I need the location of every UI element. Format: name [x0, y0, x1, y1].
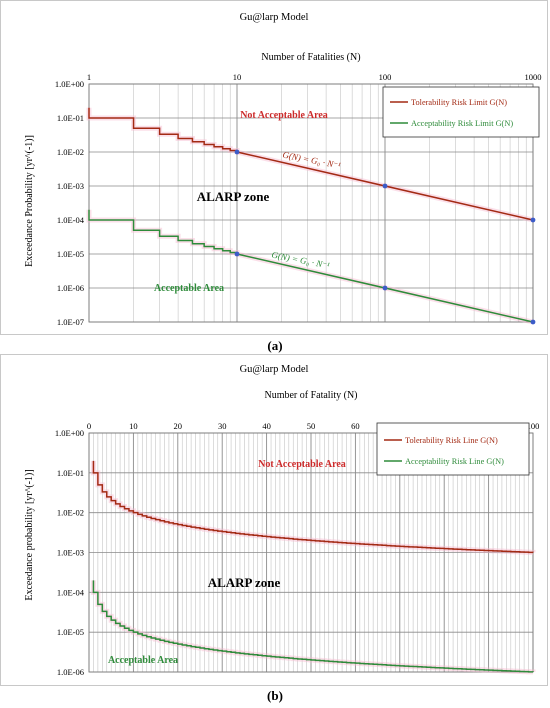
alarp-zone-label-b: ALARP zone [208, 575, 281, 590]
chart-b-legend: Tolerability Risk Line G(N) Acceptabilit… [376, 422, 530, 476]
x-tick-label: 1 [87, 72, 91, 82]
y-tick-label: 1.0E-05 [57, 627, 84, 637]
y-tick-label: 1.0E-04 [57, 215, 85, 225]
y-tick-label: 1.0E-02 [57, 147, 84, 157]
data-point-marker [382, 183, 388, 189]
chart-a-title: Gu@larp Model [240, 12, 309, 23]
alarp-zone-label: ALARP zone [197, 189, 270, 204]
x-tick-label: 60 [351, 421, 360, 431]
legend-a-tolerability-label: Tolerability Risk Limit G(N) [411, 98, 507, 107]
not-acceptable-area-label-b: Not Acceptable Area [258, 459, 346, 470]
y-tick-label: 1.0E+00 [55, 79, 84, 89]
chart-a-y-axis-label: Exceedance Probability [yr^(-1)] [24, 135, 35, 267]
x-tick-label: 10 [233, 72, 242, 82]
acceptability-line [92, 580, 534, 673]
chart-b-y-axis-label: Exceedance probability [yr^(-1)] [24, 469, 35, 600]
chart-b-svg: Gu@larp Model Number of Fatality (N) Exc… [24, 364, 540, 677]
y-tick-label: 1.0E-01 [57, 468, 84, 478]
y-tick-label: 1.0E-07 [57, 317, 84, 327]
chart-a-tick-labels: 1 10 100 1000 1.0E+00 1.0E-01 1.0E-02 1.0E-03 1.… [55, 72, 542, 327]
x-tick-label: 20 [174, 421, 183, 431]
chart-a-svg: Gu@larp Model Number of Fatalities (N) E… [24, 12, 542, 327]
x-tick-label: 50 [307, 421, 316, 431]
x-tick-label: 0 [87, 421, 91, 431]
y-tick-label: 1.0E-02 [57, 508, 84, 518]
chart-a-x-axis-label: Number of Fatalities (N) [261, 52, 360, 63]
y-tick-label: 1.0E-04 [57, 587, 85, 597]
acceptable-area-label-b: Acceptable Area [108, 655, 178, 666]
not-acceptable-area-label: Not Acceptable Area [240, 110, 328, 121]
acceptability-line [88, 209, 534, 323]
chart-panel-a: Gu@larp Model Number of Fatalities (N) E… [0, 0, 548, 335]
y-tick-label: 1.0E-06 [57, 283, 84, 293]
tolerability-line [88, 107, 534, 221]
data-point-marker [234, 149, 240, 155]
x-tick-label: 100 [379, 72, 392, 82]
data-point-marker [234, 251, 240, 257]
caption-b: (b) [267, 688, 283, 703]
legend-b-tolerability-label: Tolerability Risk Line G(N) [405, 436, 498, 445]
x-tick-label: 40 [262, 421, 271, 431]
chart-a-legend: Tolerability Risk Limit G(N) Acceptabili… [382, 86, 540, 138]
chart-a-grid [88, 83, 534, 323]
tolerability-line [92, 460, 534, 554]
y-tick-label: 1.0E+00 [55, 428, 84, 438]
chart-b-series [90, 460, 536, 675]
plot-frame [88, 83, 534, 323]
y-tick-label: 1.0E-03 [57, 181, 84, 191]
acceptable-area-label: Acceptable Area [154, 283, 224, 294]
chart-b-x-axis-label: Number of Fatality (N) [264, 390, 357, 401]
chart-panel-b: Gu@larp Model Number of Fatality (N) Exc… [0, 354, 548, 686]
legend-a-acceptability-label: Acceptability Risk Limit G(N) [411, 119, 513, 128]
chart-a-series [86, 107, 536, 325]
data-point-marker [382, 285, 388, 291]
chart-b-annotations: Not Acceptable Area ALARP zone Acceptabl… [108, 459, 346, 666]
x-tick-label: 30 [218, 421, 227, 431]
y-tick-label: 1.0E-05 [57, 249, 84, 259]
x-tick-label: 1000 [525, 72, 542, 82]
x-tick-label: 100 [527, 421, 540, 431]
y-tick-label: 1.0E-01 [57, 113, 84, 123]
y-tick-label: 1.0E-06 [57, 667, 84, 677]
chart-b-title: Gu@larp Model [240, 364, 309, 375]
caption-a: (a) [267, 338, 283, 353]
x-tick-label: 10 [129, 421, 138, 431]
data-point-marker [530, 217, 536, 223]
data-point-marker [530, 319, 536, 325]
y-tick-label: 1.0E-03 [57, 548, 84, 558]
legend-b-acceptability-label: Acceptability Risk Line G(N) [405, 457, 504, 466]
